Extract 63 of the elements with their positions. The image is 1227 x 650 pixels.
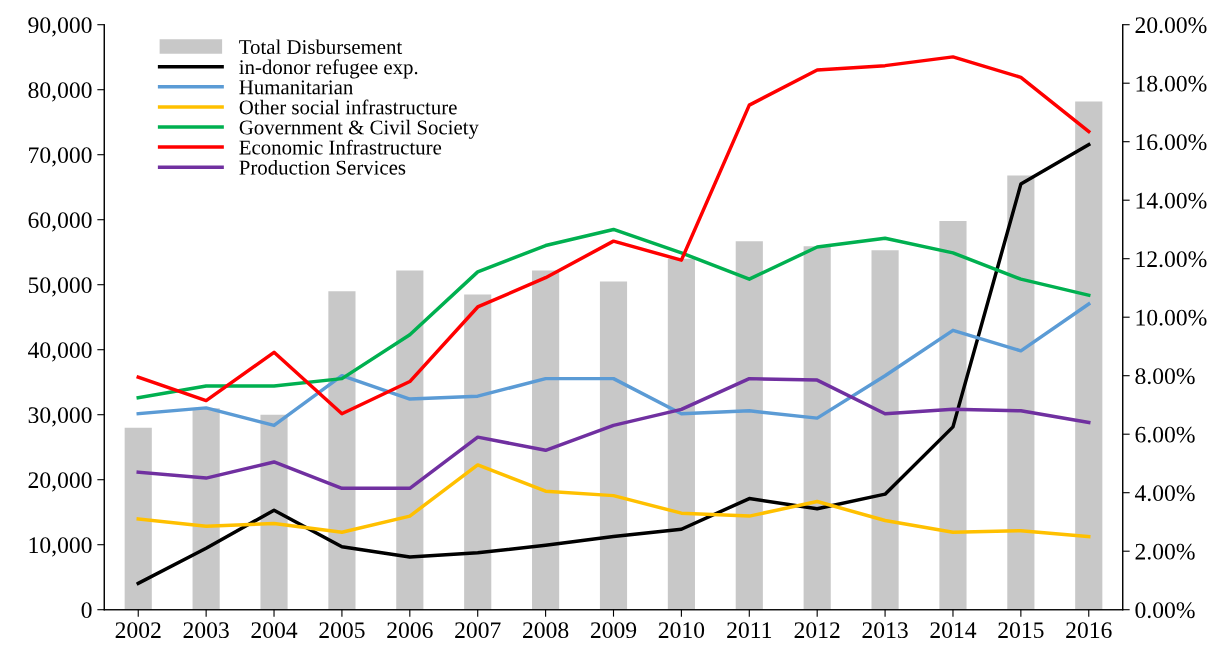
y2-tick-label: 20.00% bbox=[1135, 17, 1207, 34]
y-tick-label: 0 bbox=[81, 602, 92, 619]
x-tick-label: 2012 bbox=[794, 622, 840, 639]
y2-tick-label: 18.00% bbox=[1136, 75, 1207, 92]
bar bbox=[1075, 101, 1103, 610]
y-tick-label: 40,000 bbox=[28, 342, 92, 362]
y-tick-label: 30,000 bbox=[28, 407, 92, 427]
y2-tick-label: 8.00% bbox=[1135, 368, 1195, 385]
y2-tick-label: 10.00% bbox=[1136, 309, 1207, 326]
bar bbox=[396, 270, 424, 610]
x-tick-label: 2013 bbox=[862, 622, 908, 639]
x-tick-label: 2008 bbox=[523, 622, 569, 639]
x-tick-label: 2014 bbox=[930, 622, 977, 639]
x-tick-label: 2015 bbox=[998, 622, 1044, 639]
line-series bbox=[136, 302, 1091, 428]
bar bbox=[735, 241, 763, 610]
x-tick-label: 2011 bbox=[727, 622, 772, 639]
legend-label: in-donor refugee exp. bbox=[239, 59, 418, 79]
line-series bbox=[136, 376, 1091, 491]
x-tick-label: 2016 bbox=[1066, 622, 1112, 639]
bar bbox=[939, 221, 967, 610]
bar bbox=[667, 258, 695, 610]
legend-label: Humanitarian bbox=[239, 80, 354, 95]
x-tick-label: 2010 bbox=[658, 622, 705, 639]
y2-tick-label: 2.00% bbox=[1135, 543, 1195, 560]
y2-tick-label: 16.00% bbox=[1136, 134, 1207, 151]
line-series bbox=[136, 463, 1091, 539]
y-tick-label: 50,000 bbox=[28, 277, 92, 297]
y2-tick-label: 6.00% bbox=[1135, 426, 1195, 443]
legend-label: Economic Infrastructure bbox=[239, 139, 442, 155]
bar bbox=[532, 270, 560, 610]
bar bbox=[260, 414, 288, 610]
bar bbox=[328, 291, 356, 610]
y-tick-label: 90,000 bbox=[28, 17, 92, 37]
x-tick-label: 2002 bbox=[115, 622, 161, 639]
y-tick-label: 60,000 bbox=[28, 212, 92, 232]
bar bbox=[464, 294, 492, 610]
y2-tick-label: 4.00% bbox=[1134, 485, 1195, 502]
bar bbox=[803, 246, 831, 610]
x-tick-label: 2003 bbox=[183, 622, 229, 639]
y2-tick-label: 0.00% bbox=[1135, 602, 1195, 619]
x-tick-label: 2007 bbox=[455, 622, 501, 639]
x-tick-label: 2004 bbox=[251, 622, 298, 639]
x-tick-label: 2009 bbox=[590, 622, 637, 639]
y2-tick-label: 14.00% bbox=[1136, 192, 1207, 209]
line-series bbox=[136, 227, 1091, 400]
y-tick-label: 20,000 bbox=[28, 472, 92, 492]
bar bbox=[124, 427, 152, 610]
legend-label: Production Services bbox=[239, 159, 406, 175]
y2-tick-label: 12.00% bbox=[1136, 251, 1207, 268]
bar bbox=[871, 250, 899, 610]
bar bbox=[1007, 175, 1035, 610]
x-tick-label: 2005 bbox=[319, 622, 365, 639]
y-tick-label: 70,000 bbox=[29, 147, 92, 167]
line-series bbox=[136, 55, 1091, 416]
bar bbox=[599, 281, 628, 610]
x-tick-label: 2006 bbox=[387, 622, 433, 639]
legend-label: Other social infrastructure bbox=[239, 99, 457, 115]
y-tick-label: 10,000 bbox=[29, 537, 92, 557]
legend-label: Government & Civil Society bbox=[239, 119, 479, 139]
bar bbox=[192, 408, 220, 610]
y-tick-label: 80,000 bbox=[28, 82, 92, 102]
legend-label: Total Disbursement bbox=[239, 39, 403, 55]
